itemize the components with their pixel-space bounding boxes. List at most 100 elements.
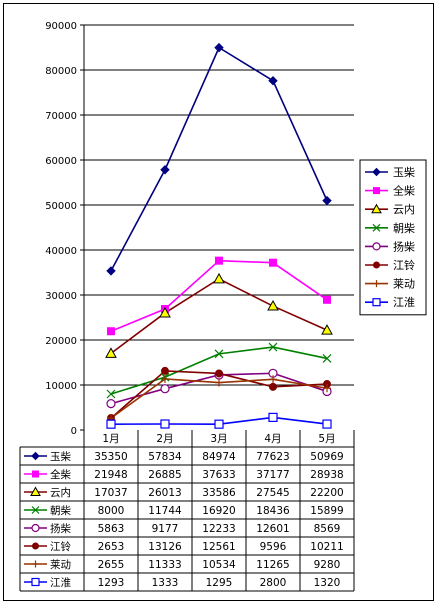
table-cell: 21948 [94, 469, 127, 481]
table-row-header: 江淮 [50, 577, 71, 589]
y-axis: 0 10000 20000 30000 40000 50000 60000 70000 8000… [45, 21, 85, 437]
table-row-header: 玉柴 [50, 450, 71, 463]
series-line-1 [110, 46, 328, 272]
table-cell: 9177 [152, 523, 179, 535]
legend-marker [373, 187, 380, 195]
data-point [215, 369, 223, 378]
data-point [161, 366, 169, 375]
data-point [268, 75, 278, 86]
legend-marker [372, 242, 381, 251]
data-point [106, 389, 116, 399]
table-cell: 1295 [206, 577, 233, 589]
table-cell: 12233 [202, 523, 235, 535]
y-tick-label: 10000 [45, 381, 77, 392]
data-point [214, 349, 224, 359]
table-cell: 37633 [202, 469, 235, 481]
data-point [107, 327, 115, 336]
table-cell: 77623 [256, 451, 289, 463]
series-line-3 [110, 277, 328, 354]
legend-entry: 扬柴 [393, 239, 415, 253]
data-point [267, 300, 279, 311]
data-point [215, 378, 223, 387]
legend-entry: 云内 [393, 202, 415, 216]
data-point [268, 342, 278, 352]
table-row-header: 云内 [50, 486, 71, 499]
gridlines [84, 24, 354, 386]
table-cell: 26013 [148, 487, 181, 499]
data-point [268, 412, 278, 422]
data-point [160, 165, 170, 175]
x-category-label: 1月 [102, 433, 119, 445]
data-point [269, 375, 277, 384]
table-cell: 28938 [310, 469, 343, 481]
data-point [322, 195, 332, 206]
legend-marker [372, 298, 381, 307]
table-cell: 17037 [94, 487, 127, 499]
table-cell: 2655 [98, 559, 125, 571]
legend-marker [373, 280, 380, 288]
table-cell: 37177 [256, 469, 289, 481]
y-tick-label: 90000 [45, 21, 77, 32]
data-point [106, 266, 116, 276]
y-tick-label: 40000 [45, 246, 77, 257]
data-point [161, 375, 169, 384]
data-point [321, 324, 333, 335]
legend-marker [371, 203, 382, 214]
table-cell: 35350 [94, 451, 127, 463]
table-legend-marker [32, 470, 39, 478]
x-category-label: 3月 [210, 433, 227, 445]
table-cell: 1293 [98, 577, 125, 589]
legend-entry: 莱动 [393, 278, 415, 291]
table-cell: 10534 [202, 559, 236, 571]
y-tick-label: 80000 [45, 66, 77, 77]
y-tick-label: 70000 [45, 111, 77, 122]
legend-box [359, 159, 427, 316]
table-cell: 57834 [148, 451, 182, 463]
table-legend-marker [31, 506, 40, 514]
legend-entry: 江铃 [393, 258, 415, 272]
table-cell: 16920 [202, 505, 235, 517]
y-tick-label: 0 [71, 426, 77, 437]
table-cell: 13126 [148, 541, 182, 553]
table-cell: 5863 [98, 523, 125, 535]
table-legend-marker [32, 542, 39, 550]
legend-entry: 江淮 [393, 296, 415, 309]
chart-frame [3, 3, 434, 601]
data-point [215, 256, 223, 265]
table-cell: 12561 [202, 541, 235, 553]
y-tick-label: 60000 [45, 156, 77, 167]
data-point [323, 384, 331, 393]
table-cell: 11744 [148, 505, 182, 517]
series-lines [105, 42, 333, 429]
legend-entry: 全柴 [393, 184, 415, 198]
table-row-header: 全柴 [50, 468, 71, 481]
table-cell: 12601 [256, 523, 289, 535]
table-cell: 27545 [256, 487, 289, 499]
data-point [160, 384, 170, 394]
table-row-header: 莱动 [50, 559, 71, 571]
table-cell: 11265 [256, 559, 289, 571]
table-legend-marker [31, 523, 40, 533]
table-cell: 8000 [98, 505, 125, 517]
table-cell: 2653 [98, 541, 125, 553]
table-legend-marker [32, 560, 39, 568]
table-row-header: 江铃 [50, 540, 71, 553]
table-cell: 1333 [152, 577, 179, 589]
y-tick-label: 30000 [45, 291, 77, 302]
series-line-2 [110, 259, 328, 332]
table-cell: 33586 [202, 487, 236, 499]
table-legend-marker [30, 486, 41, 496]
x-category-label: 5月 [318, 433, 335, 445]
x-category-label: 4月 [264, 433, 281, 445]
data-point [160, 419, 170, 429]
table-cell: 84974 [202, 451, 236, 463]
data-point [269, 258, 277, 267]
data-point [214, 42, 224, 53]
data-point [322, 354, 332, 363]
legend-marker [372, 167, 381, 177]
legend-entry: 朝柴 [393, 221, 415, 235]
table-cell: 9280 [314, 559, 341, 571]
data-point [323, 295, 331, 304]
table-legend-marker [31, 577, 40, 587]
